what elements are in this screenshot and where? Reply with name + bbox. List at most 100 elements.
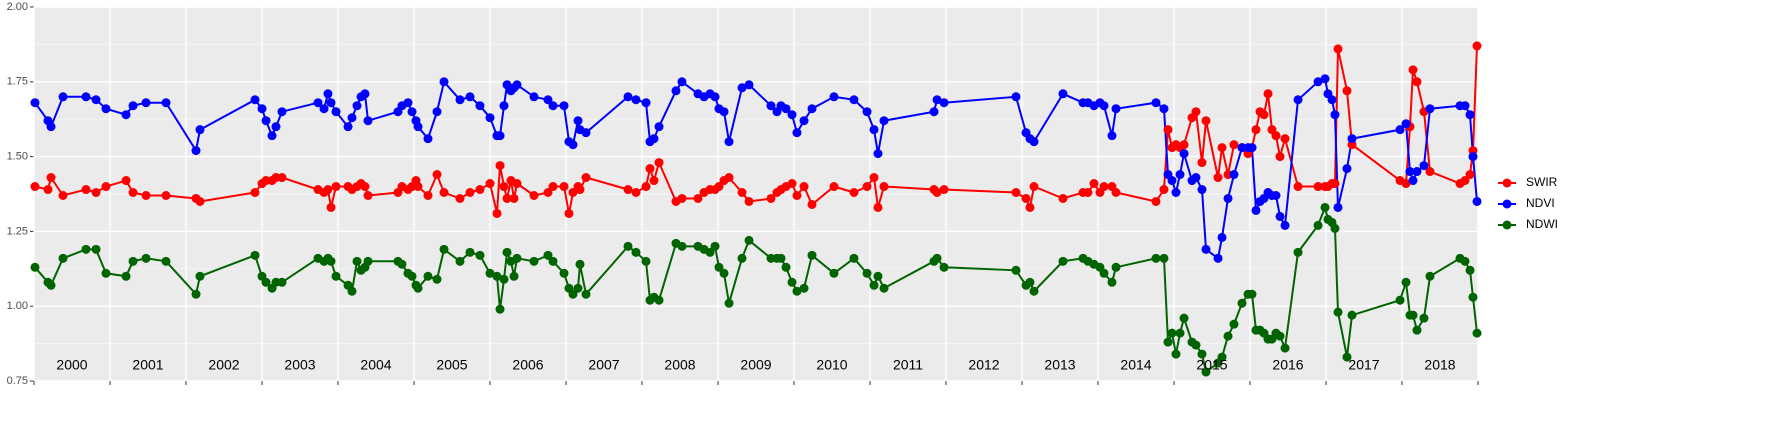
data-point <box>141 253 151 263</box>
data-point <box>1151 98 1161 108</box>
data-point <box>439 188 449 198</box>
data-point <box>352 256 362 266</box>
data-point <box>873 149 883 159</box>
data-point <box>873 271 883 281</box>
data-point <box>1159 185 1169 195</box>
data-point <box>792 286 802 296</box>
data-point <box>1408 176 1418 186</box>
data-point <box>1201 116 1211 126</box>
data-point <box>191 289 201 299</box>
data-point <box>1025 202 1035 212</box>
data-point <box>939 98 949 108</box>
data-point <box>1275 211 1285 221</box>
data-point <box>141 98 151 108</box>
data-point <box>829 92 839 102</box>
data-point <box>744 80 754 90</box>
data-point <box>343 122 353 132</box>
data-point <box>250 250 260 260</box>
y-tick-label: 1.00 <box>7 300 28 312</box>
data-point <box>1465 265 1475 275</box>
legend-label: NDVI <box>1526 196 1555 210</box>
data-point <box>512 253 522 263</box>
data-point <box>1237 298 1247 308</box>
data-point <box>641 256 651 266</box>
data-point <box>1347 310 1357 320</box>
data-point <box>829 268 839 278</box>
data-point <box>423 134 433 144</box>
x-tick-label: 2015 <box>1196 357 1227 373</box>
data-point <box>195 271 205 281</box>
data-point <box>1163 125 1173 135</box>
data-point <box>1333 202 1343 212</box>
data-point <box>776 253 786 263</box>
data-point <box>869 173 879 183</box>
data-point <box>573 116 583 126</box>
data-point <box>1163 337 1173 347</box>
data-point <box>1408 65 1418 75</box>
data-point <box>1313 77 1323 87</box>
data-point <box>559 182 569 192</box>
x-tick-label: 2018 <box>1424 357 1455 373</box>
data-point <box>1275 331 1285 341</box>
data-point <box>397 259 407 269</box>
data-point <box>1179 140 1189 150</box>
data-point <box>671 86 681 96</box>
x-tick-label: 2004 <box>360 357 391 373</box>
legend-label: SWIR <box>1526 175 1558 189</box>
data-point <box>693 193 703 203</box>
data-point <box>1401 179 1411 189</box>
data-point <box>485 268 495 278</box>
x-tick-label: 2001 <box>132 357 163 373</box>
data-point <box>1167 176 1177 186</box>
data-point <box>403 98 413 108</box>
data-point <box>1011 188 1021 198</box>
data-point <box>724 298 734 308</box>
data-point <box>1395 295 1405 305</box>
data-point <box>485 113 495 123</box>
data-point <box>1111 188 1121 198</box>
data-point <box>781 262 791 272</box>
data-point <box>1217 352 1227 362</box>
data-point <box>1099 268 1109 278</box>
data-point <box>363 190 373 200</box>
data-point <box>799 283 809 293</box>
data-point <box>1171 188 1181 198</box>
data-point <box>326 98 336 108</box>
data-point <box>1333 307 1343 317</box>
data-point <box>862 107 872 117</box>
data-point <box>573 283 583 293</box>
data-point <box>1197 349 1207 359</box>
data-point <box>360 89 370 99</box>
data-point <box>581 289 591 299</box>
data-point <box>1330 179 1340 189</box>
data-point <box>1107 131 1117 141</box>
data-point <box>1425 271 1435 281</box>
data-point <box>1320 74 1330 84</box>
data-point <box>91 188 101 198</box>
data-point <box>1179 149 1189 159</box>
data-point <box>128 188 138 198</box>
data-point <box>1460 101 1470 111</box>
data-point <box>407 271 417 281</box>
data-point <box>347 286 357 296</box>
data-point <box>1472 328 1482 338</box>
data-point <box>1151 196 1161 206</box>
data-point <box>1395 125 1405 135</box>
data-point <box>58 253 68 263</box>
data-point <box>1083 188 1093 198</box>
data-point <box>654 158 664 168</box>
y-tick-label: 1.50 <box>7 151 28 163</box>
data-point <box>1342 352 1352 362</box>
data-point <box>465 247 475 257</box>
data-point <box>849 253 859 263</box>
data-point <box>1058 256 1068 266</box>
data-point <box>787 179 797 189</box>
data-point <box>807 104 817 114</box>
data-point <box>81 244 91 254</box>
data-point <box>581 173 591 183</box>
data-point <box>495 161 505 171</box>
data-point <box>737 83 747 93</box>
data-point <box>939 262 949 272</box>
data-point <box>423 190 433 200</box>
data-point <box>1197 158 1207 168</box>
